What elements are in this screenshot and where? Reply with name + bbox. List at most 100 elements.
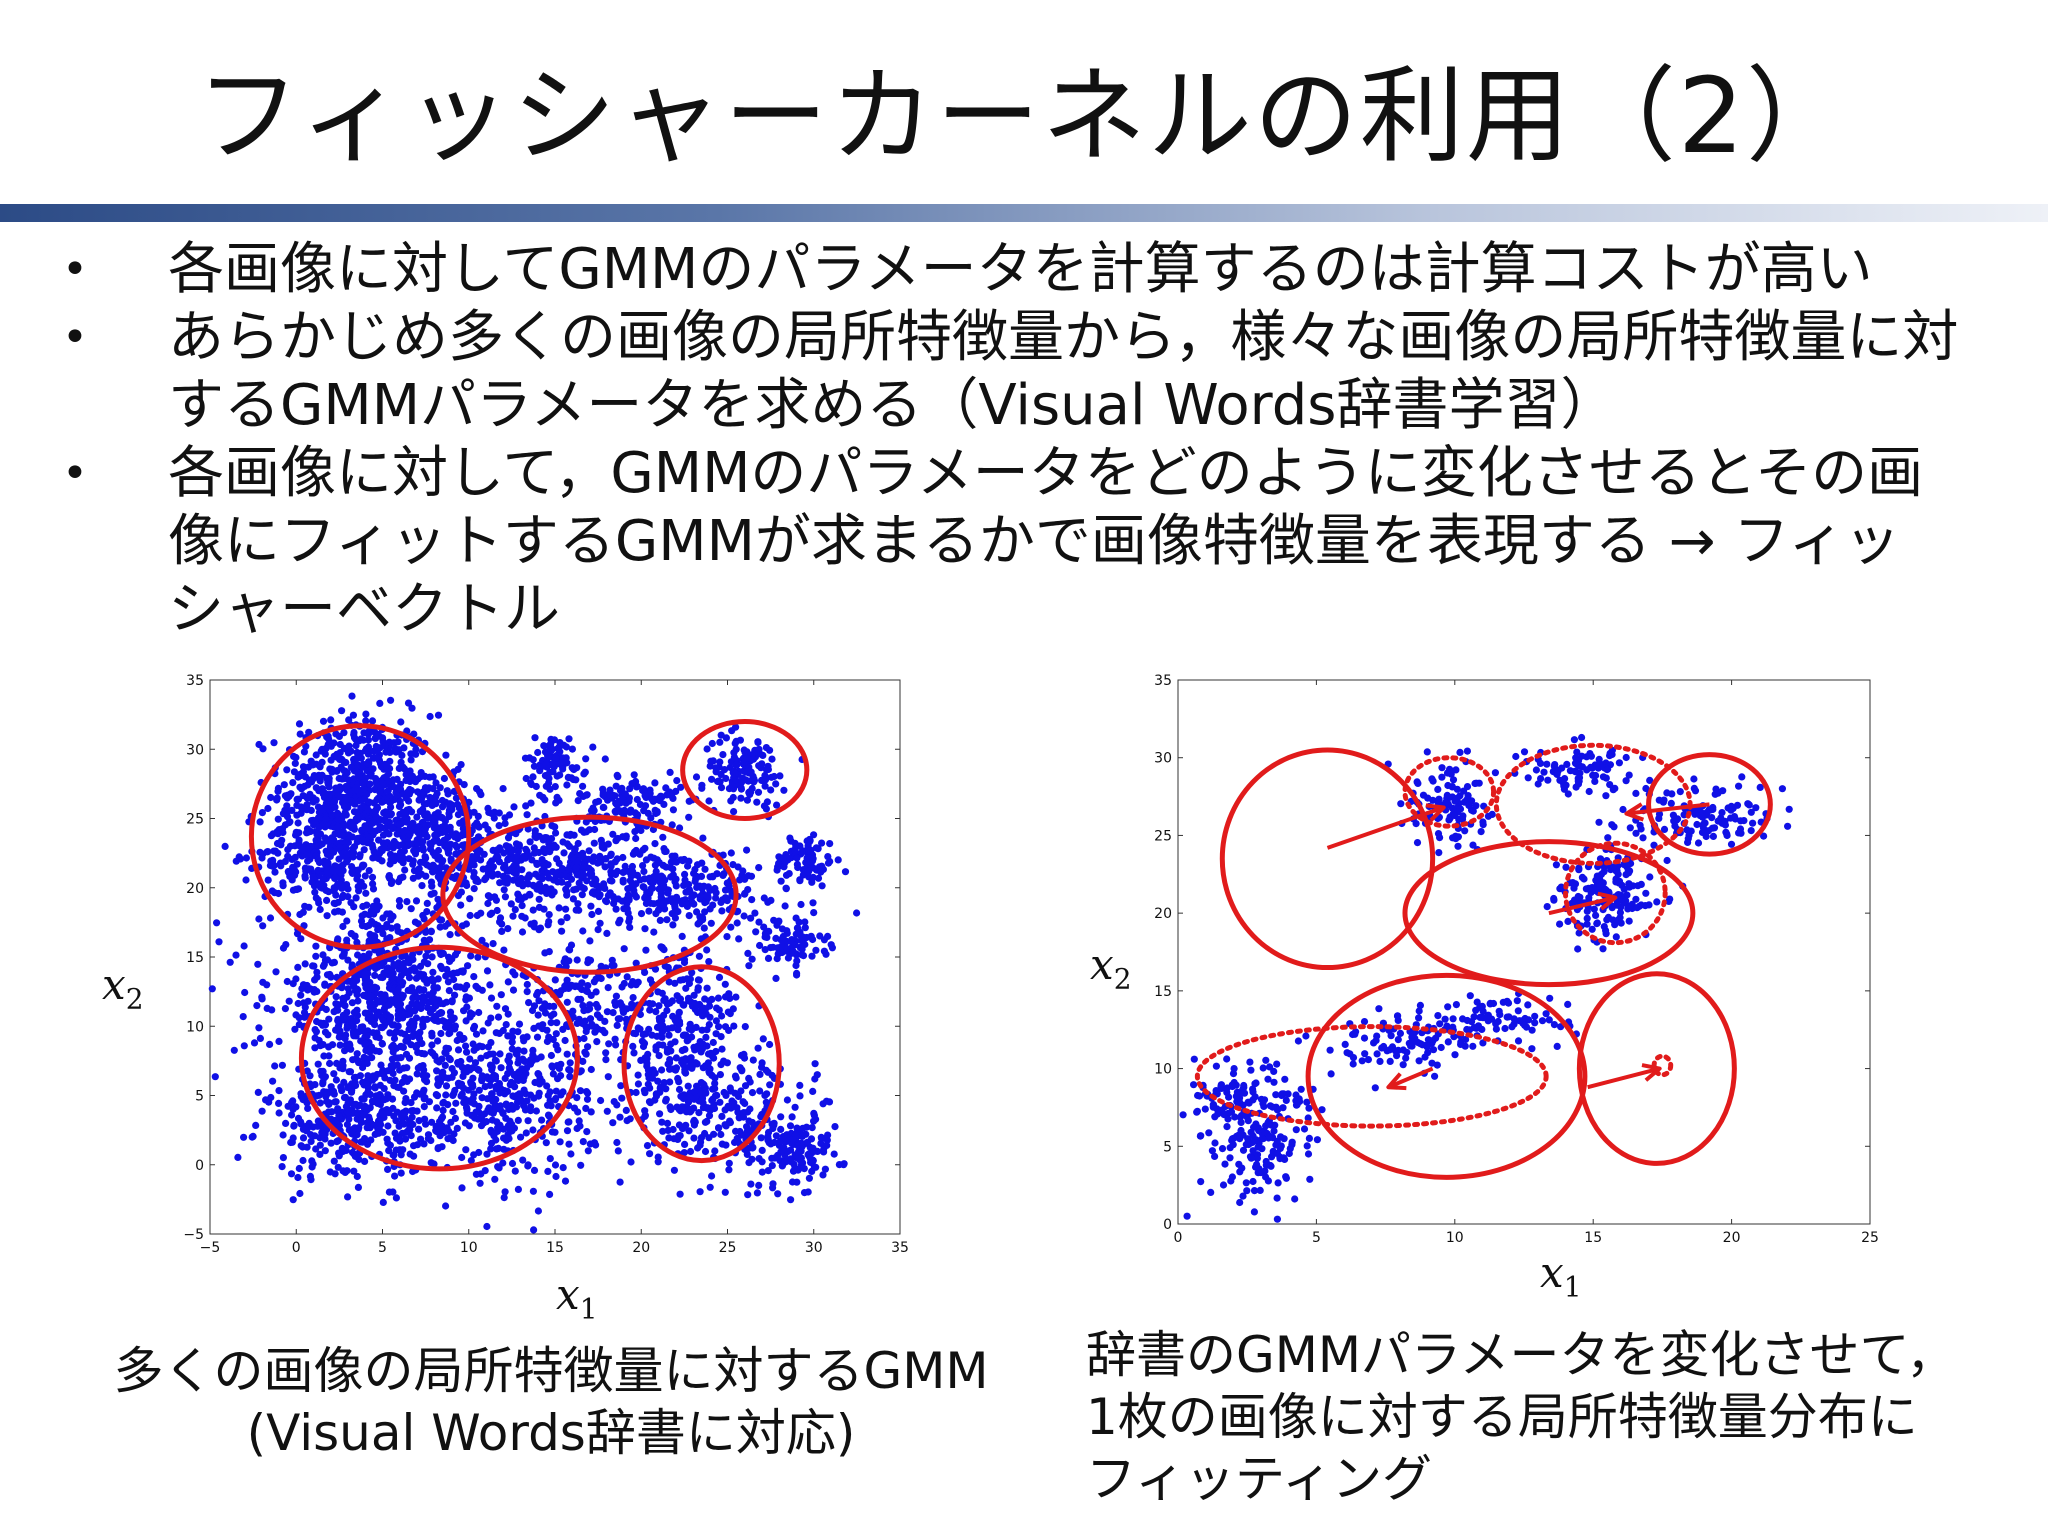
scatter-point [528, 1057, 537, 1065]
scatter-point [359, 902, 367, 911]
scatter-point [264, 848, 272, 856]
scatter-point [277, 862, 285, 870]
scatter-point [578, 891, 586, 899]
scatter-point [810, 909, 818, 917]
scatter-point [584, 982, 592, 990]
scatter-point [629, 1042, 637, 1050]
scatter-point [522, 802, 530, 810]
scatter-point [788, 1178, 797, 1186]
scatter-point [331, 900, 339, 908]
bullet-dot: • [62, 244, 88, 295]
scatter-point [290, 1121, 298, 1129]
scatter-point [768, 1071, 776, 1080]
scatter-point [523, 980, 531, 989]
scatter-point [297, 1118, 305, 1126]
scatter-point [386, 1029, 394, 1037]
scatter-point [711, 1074, 719, 1082]
scatter-point [637, 826, 645, 835]
scatter-point [631, 828, 639, 836]
scatter-point [485, 1104, 493, 1112]
scatter-point [426, 712, 434, 721]
scatter-point [704, 1104, 712, 1112]
scatter-point [696, 1188, 704, 1196]
scatter-point [580, 828, 588, 836]
scatter-point [515, 841, 523, 849]
scatter-point [708, 739, 716, 748]
scatter-point [677, 783, 685, 791]
scatter-point [460, 1007, 468, 1015]
scatter-point [499, 1109, 507, 1118]
scatter-point [631, 849, 639, 857]
scatter-point [328, 836, 336, 844]
scatter-point [749, 1056, 757, 1064]
scatter-point [433, 789, 441, 798]
scatter-point [479, 865, 487, 873]
scatter-point [750, 777, 759, 785]
x-axis-var: x [556, 1270, 580, 1319]
scatter-point [571, 845, 579, 853]
scatter-point [788, 936, 796, 944]
scatter-point [387, 841, 395, 849]
scatter-point [610, 899, 618, 907]
scatter-point [344, 893, 352, 901]
bullet-item: • あらかじめ多くの画像の局所特徴量から，様々な画像の局所特徴量に対 するGMM… [62, 304, 2022, 440]
scatter-point [572, 906, 580, 914]
scatter-point [573, 1019, 581, 1027]
scatter-point [381, 742, 389, 750]
scatter-point [291, 1025, 299, 1033]
scatter-point [495, 822, 503, 830]
scatter-point [319, 717, 328, 725]
scatter-point [421, 825, 429, 833]
scatter-point [731, 769, 739, 777]
scatter-point [455, 1081, 463, 1090]
scatter-point [444, 841, 452, 849]
scatter-point [717, 1061, 725, 1069]
scatter-point [443, 965, 451, 974]
scatter-point [378, 1024, 386, 1032]
scatter-point [523, 1064, 531, 1072]
scatter-point [299, 981, 308, 989]
scatter-point [696, 918, 704, 926]
scatter-point [650, 928, 658, 936]
scatter-point [358, 1138, 367, 1146]
scatter-point [417, 773, 425, 781]
scatter-point [614, 1147, 622, 1155]
scatter-point [453, 843, 461, 851]
scatter-point [668, 792, 676, 800]
scatter-point [497, 991, 505, 999]
scatter-point [527, 780, 536, 789]
scatter-point [704, 892, 712, 900]
scatter-point [604, 984, 612, 992]
scatter-point [628, 780, 636, 788]
scatter-point [509, 912, 517, 920]
scatter-point [371, 1083, 379, 1091]
scatter-point [321, 1147, 329, 1155]
scatter-point [365, 867, 373, 875]
scatter-point [594, 859, 602, 867]
scatter-point [379, 1198, 387, 1206]
scatter-point [777, 877, 785, 885]
scatter-point [400, 1087, 408, 1095]
scatter-point [773, 866, 781, 874]
scatter-point [371, 920, 379, 928]
scatter-point [676, 1132, 684, 1140]
scatter-point [410, 1152, 418, 1160]
scatter-point [314, 896, 322, 904]
scatter-point [454, 892, 462, 900]
scatter-point [700, 924, 708, 932]
scatter-point [355, 1059, 363, 1067]
scatter-point [732, 993, 740, 1001]
scatter-point [419, 1023, 427, 1031]
scatter-point [616, 1015, 624, 1023]
scatter-point [325, 1100, 333, 1108]
scatter-point [267, 793, 275, 802]
scatter-point [603, 929, 611, 937]
scatter-point [787, 1196, 795, 1204]
scatter-point [609, 1009, 617, 1017]
scatter-point [249, 1132, 257, 1140]
scatter-point [387, 803, 395, 811]
scatter-point [640, 1086, 648, 1094]
scatter-point [447, 970, 455, 978]
scatter-point [656, 1088, 664, 1096]
